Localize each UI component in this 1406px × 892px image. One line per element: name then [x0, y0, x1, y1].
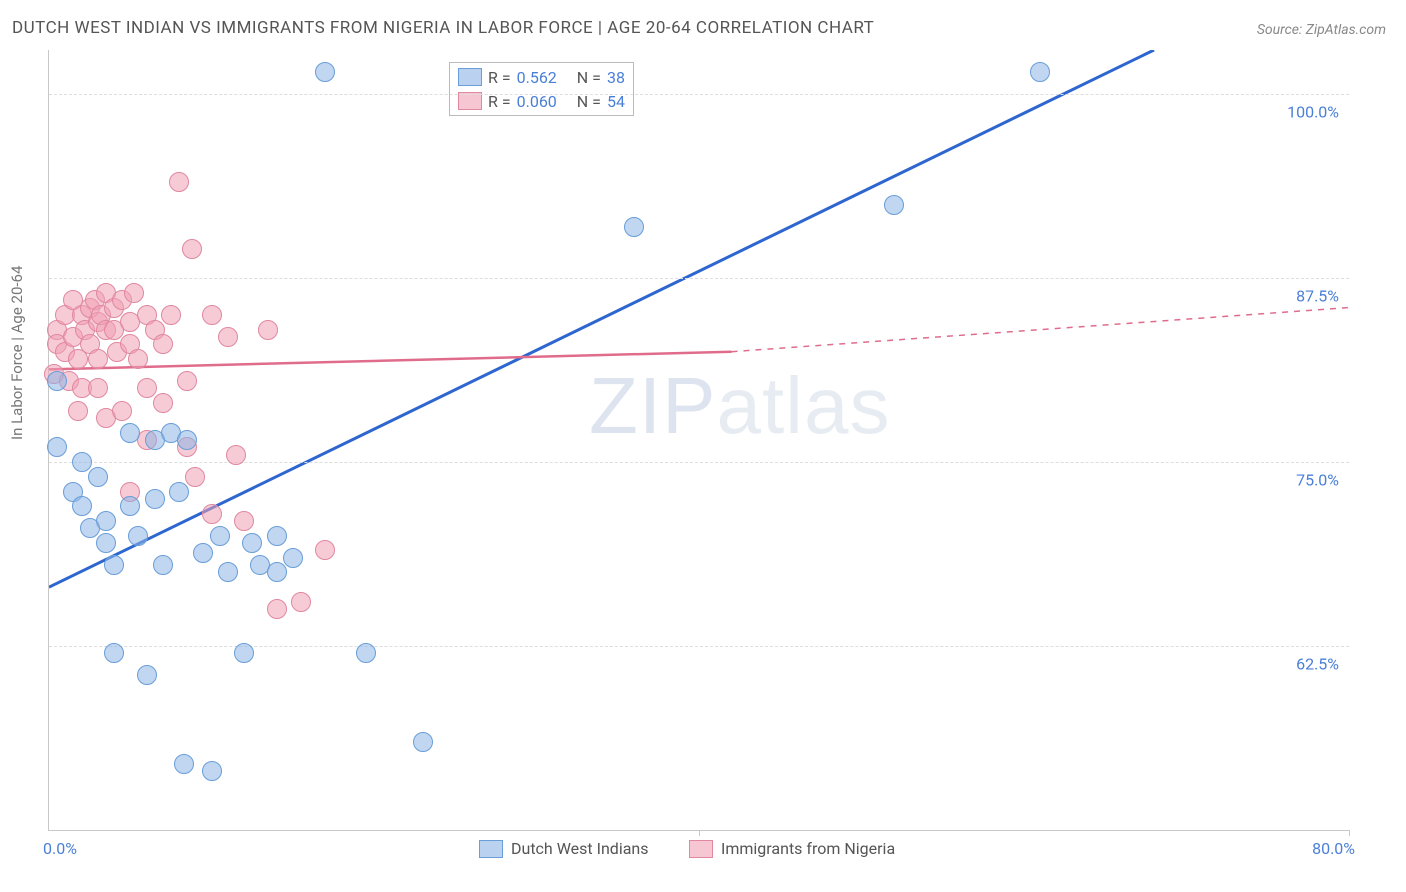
watermark: ZIPatlas — [589, 360, 890, 452]
data-point — [234, 643, 254, 663]
data-point — [234, 511, 254, 531]
data-point — [153, 555, 173, 575]
x-tick-label: 0.0% — [43, 839, 77, 858]
data-point — [169, 172, 189, 192]
chart-title: DUTCH WEST INDIAN VS IMMIGRANTS FROM NIG… — [12, 18, 874, 38]
data-point — [177, 371, 197, 391]
x-tick-label: 80.0% — [1312, 839, 1355, 858]
data-point — [88, 349, 108, 369]
data-point — [218, 327, 238, 347]
data-point — [884, 195, 904, 215]
data-point — [356, 643, 376, 663]
swatch-pink-icon — [689, 840, 713, 858]
data-point — [145, 489, 165, 509]
data-point — [128, 349, 148, 369]
data-point — [226, 445, 246, 465]
data-point — [128, 526, 148, 546]
data-point — [47, 437, 67, 457]
data-point — [88, 467, 108, 487]
r-value-blue: 0.562 — [517, 68, 557, 87]
watermark-bold: ZIP — [589, 361, 716, 450]
data-point — [174, 754, 194, 774]
correlation-legend: R = 0.562 N = 38 R = 0.060 N = 54 — [449, 62, 634, 116]
chart-plot-area: ZIPatlas R = 0.562 N = 38 R = 0.060 N = … — [48, 50, 1349, 831]
data-point — [112, 401, 132, 421]
data-point — [88, 378, 108, 398]
y-tick-label: 100.0% — [1287, 103, 1339, 122]
data-point — [267, 562, 287, 582]
y-axis-label: In Labor Force | Age 20-64 — [8, 266, 26, 440]
data-point — [202, 305, 222, 325]
data-point — [96, 511, 116, 531]
data-point — [624, 217, 644, 237]
y-tick-label: 75.0% — [1296, 471, 1339, 490]
data-point — [169, 482, 189, 502]
data-point — [185, 467, 205, 487]
data-point — [291, 592, 311, 612]
data-point — [267, 526, 287, 546]
gridline-h — [49, 462, 1349, 463]
x-tick-mark — [699, 830, 700, 836]
y-tick-label: 87.5% — [1296, 287, 1339, 306]
data-point — [153, 393, 173, 413]
data-point — [202, 761, 222, 781]
data-point — [267, 599, 287, 619]
y-tick-label: 62.5% — [1296, 655, 1339, 674]
data-point — [104, 643, 124, 663]
data-point — [258, 320, 278, 340]
data-point — [315, 62, 335, 82]
data-point — [47, 371, 67, 391]
data-point — [96, 533, 116, 553]
data-point — [242, 533, 262, 553]
r-label: R = — [488, 68, 511, 87]
data-point — [283, 548, 303, 568]
data-point — [182, 239, 202, 259]
series-label-blue: Dutch West Indians — [511, 839, 649, 858]
data-point — [193, 543, 213, 563]
source-label: Source: ZipAtlas.com — [1257, 22, 1386, 38]
gridline-h — [49, 278, 1349, 279]
data-point — [202, 504, 222, 524]
swatch-blue-icon — [479, 840, 503, 858]
watermark-light: atlas — [716, 361, 890, 450]
data-point — [120, 496, 140, 516]
series-legend-pink: Immigrants from Nigeria — [689, 839, 895, 858]
data-point — [210, 526, 230, 546]
n-value-blue: 38 — [607, 68, 625, 87]
data-point — [137, 378, 157, 398]
data-point — [68, 401, 88, 421]
data-point — [1030, 62, 1050, 82]
trend-line — [732, 308, 1350, 352]
data-point — [124, 283, 144, 303]
x-tick-mark — [1349, 830, 1350, 836]
data-point — [177, 430, 197, 450]
n-label: N = — [577, 68, 601, 87]
data-point — [153, 334, 173, 354]
trend-line — [49, 352, 732, 370]
series-label-pink: Immigrants from Nigeria — [721, 839, 895, 858]
data-point — [413, 732, 433, 752]
correlation-row-blue: R = 0.562 N = 38 — [458, 65, 625, 89]
data-point — [72, 452, 92, 472]
swatch-blue-icon — [458, 68, 482, 86]
data-point — [218, 562, 238, 582]
series-legend-blue: Dutch West Indians — [479, 839, 649, 858]
data-point — [137, 665, 157, 685]
correlation-row-pink: R = 0.060 N = 54 — [458, 89, 625, 113]
trend-lines-svg — [49, 50, 1349, 830]
data-point — [315, 540, 335, 560]
gridline-h — [49, 94, 1349, 95]
data-point — [161, 305, 181, 325]
data-point — [104, 555, 124, 575]
data-point — [72, 496, 92, 516]
data-point — [120, 423, 140, 443]
